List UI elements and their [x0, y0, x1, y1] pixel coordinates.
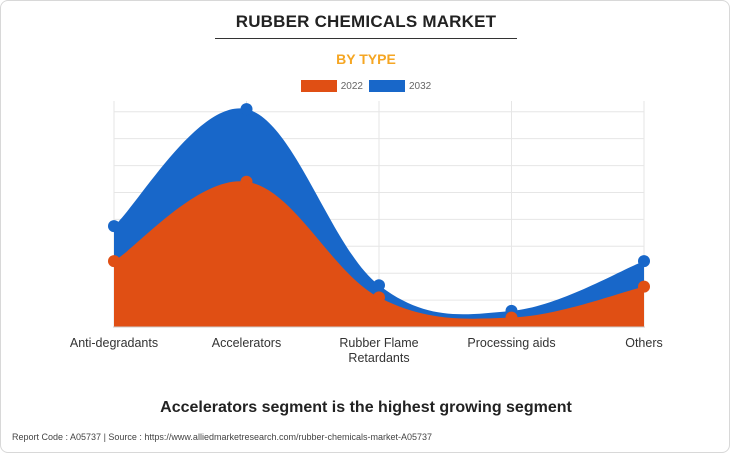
title-divider	[215, 38, 517, 39]
area-series-2022	[114, 181, 644, 327]
point-2022-3	[505, 311, 518, 324]
point-2032-1	[240, 103, 253, 116]
legend-swatch-2032	[369, 80, 405, 92]
legend-label-2032: 2032	[409, 80, 432, 92]
x-tick-label: Others	[625, 336, 663, 350]
point-2032-4	[638, 255, 650, 268]
chart-subtitle: BY TYPE	[336, 51, 396, 67]
legend-swatch-2022	[300, 80, 337, 92]
point-2022-2	[373, 291, 385, 304]
x-tick-label: Rubber Flame	[339, 336, 418, 350]
x-tick-label: Anti-degradants	[70, 336, 158, 350]
point-2022-1	[240, 175, 253, 188]
report-footer: Report Code : A05737 | Source : https://…	[12, 432, 433, 442]
point-2032-0	[108, 220, 120, 233]
point-2022-0	[108, 255, 120, 268]
point-2032-2	[373, 279, 385, 292]
legend-label-2022: 2022	[340, 80, 363, 92]
x-tick-label: Retardants	[348, 351, 409, 365]
chart-caption: Accelerators segment is the highest grow…	[160, 399, 572, 416]
point-2022-4	[638, 280, 650, 293]
x-tick-label: Processing aids	[467, 336, 555, 350]
chart-title: RUBBER CHEMICALS MARKET	[235, 12, 497, 31]
legend: 2022 2032	[1, 80, 729, 92]
legend-item-2032[interactable]: 2032	[369, 80, 431, 92]
legend-item-2022[interactable]: 2022	[300, 80, 363, 92]
x-tick-label: Accelerators	[212, 336, 281, 350]
